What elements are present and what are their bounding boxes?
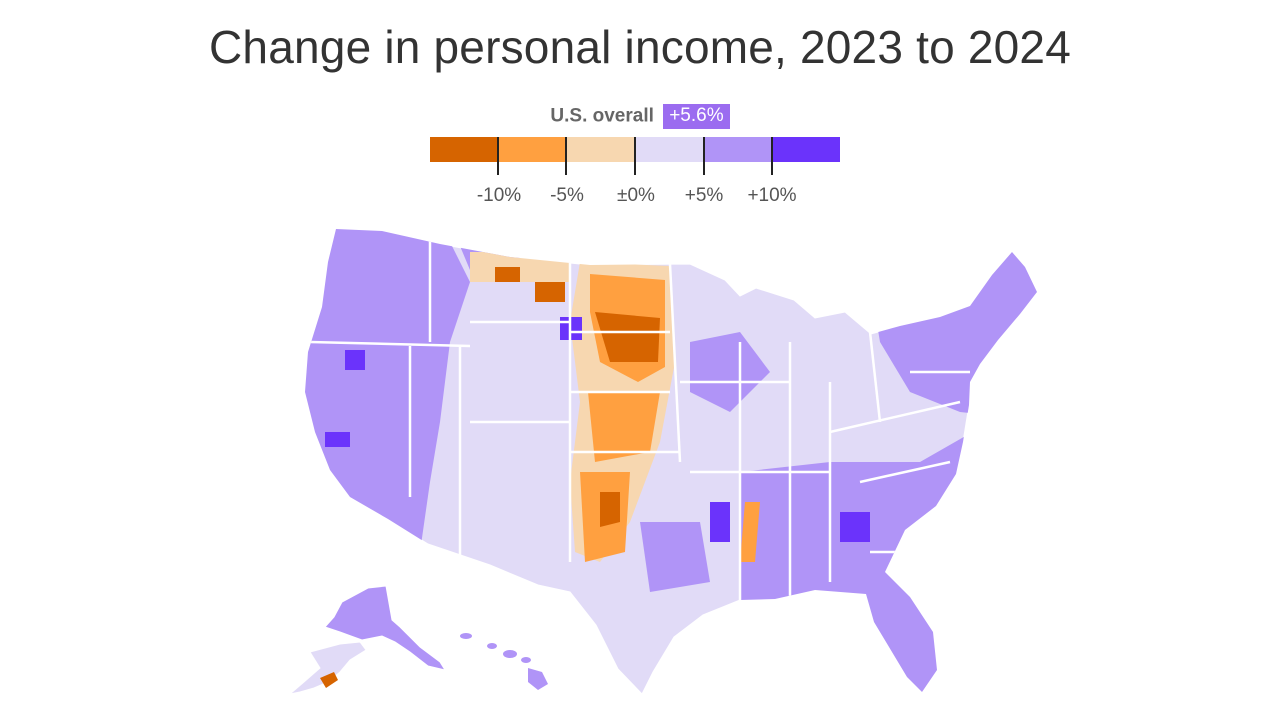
contiguous-us — [290, 222, 1050, 697]
legend-tick-label: +5% — [685, 185, 724, 207]
legend-tick — [634, 137, 636, 175]
legend-tick — [703, 137, 705, 175]
us-county-map — [270, 222, 1050, 697]
legend-swatch-slight-decline — [566, 137, 635, 162]
us-overall-label: U.S. overall — [550, 106, 654, 127]
legend-swatch-strong-increase — [772, 137, 840, 162]
alaska — [290, 586, 445, 694]
region-texas-east — [640, 522, 710, 592]
region-california-patch — [325, 432, 350, 447]
legend-tick-label: -10% — [477, 185, 521, 207]
chart-title: Change in personal income, 2023 to 2024 — [0, 20, 1280, 74]
legend-tick-label: +10% — [747, 185, 796, 207]
legend-swatch-slight-increase — [635, 137, 704, 162]
legend-tick-label: ±0% — [617, 185, 655, 207]
region-georgia-patch — [840, 512, 870, 542]
legend-tick-label: -5% — [550, 185, 584, 207]
us-overall: U.S. overall +5.6% — [0, 104, 1280, 129]
region-montana-patch-2 — [535, 282, 565, 302]
region-panhandle-core — [600, 492, 620, 527]
legend-tick — [565, 137, 567, 175]
legend-swatch-strong-decline — [430, 137, 498, 162]
color-legend — [430, 137, 840, 177]
legend-tick — [771, 137, 773, 175]
region-montana-patch-1 — [495, 267, 520, 282]
hawaii — [460, 633, 548, 690]
legend-tick — [497, 137, 499, 175]
legend-swatch-increase — [704, 137, 772, 162]
legend-swatch-decline — [498, 137, 566, 162]
region-nevada-patch — [345, 350, 365, 370]
region-arkansas-patch — [710, 502, 730, 542]
us-overall-value: +5.6% — [663, 104, 729, 129]
